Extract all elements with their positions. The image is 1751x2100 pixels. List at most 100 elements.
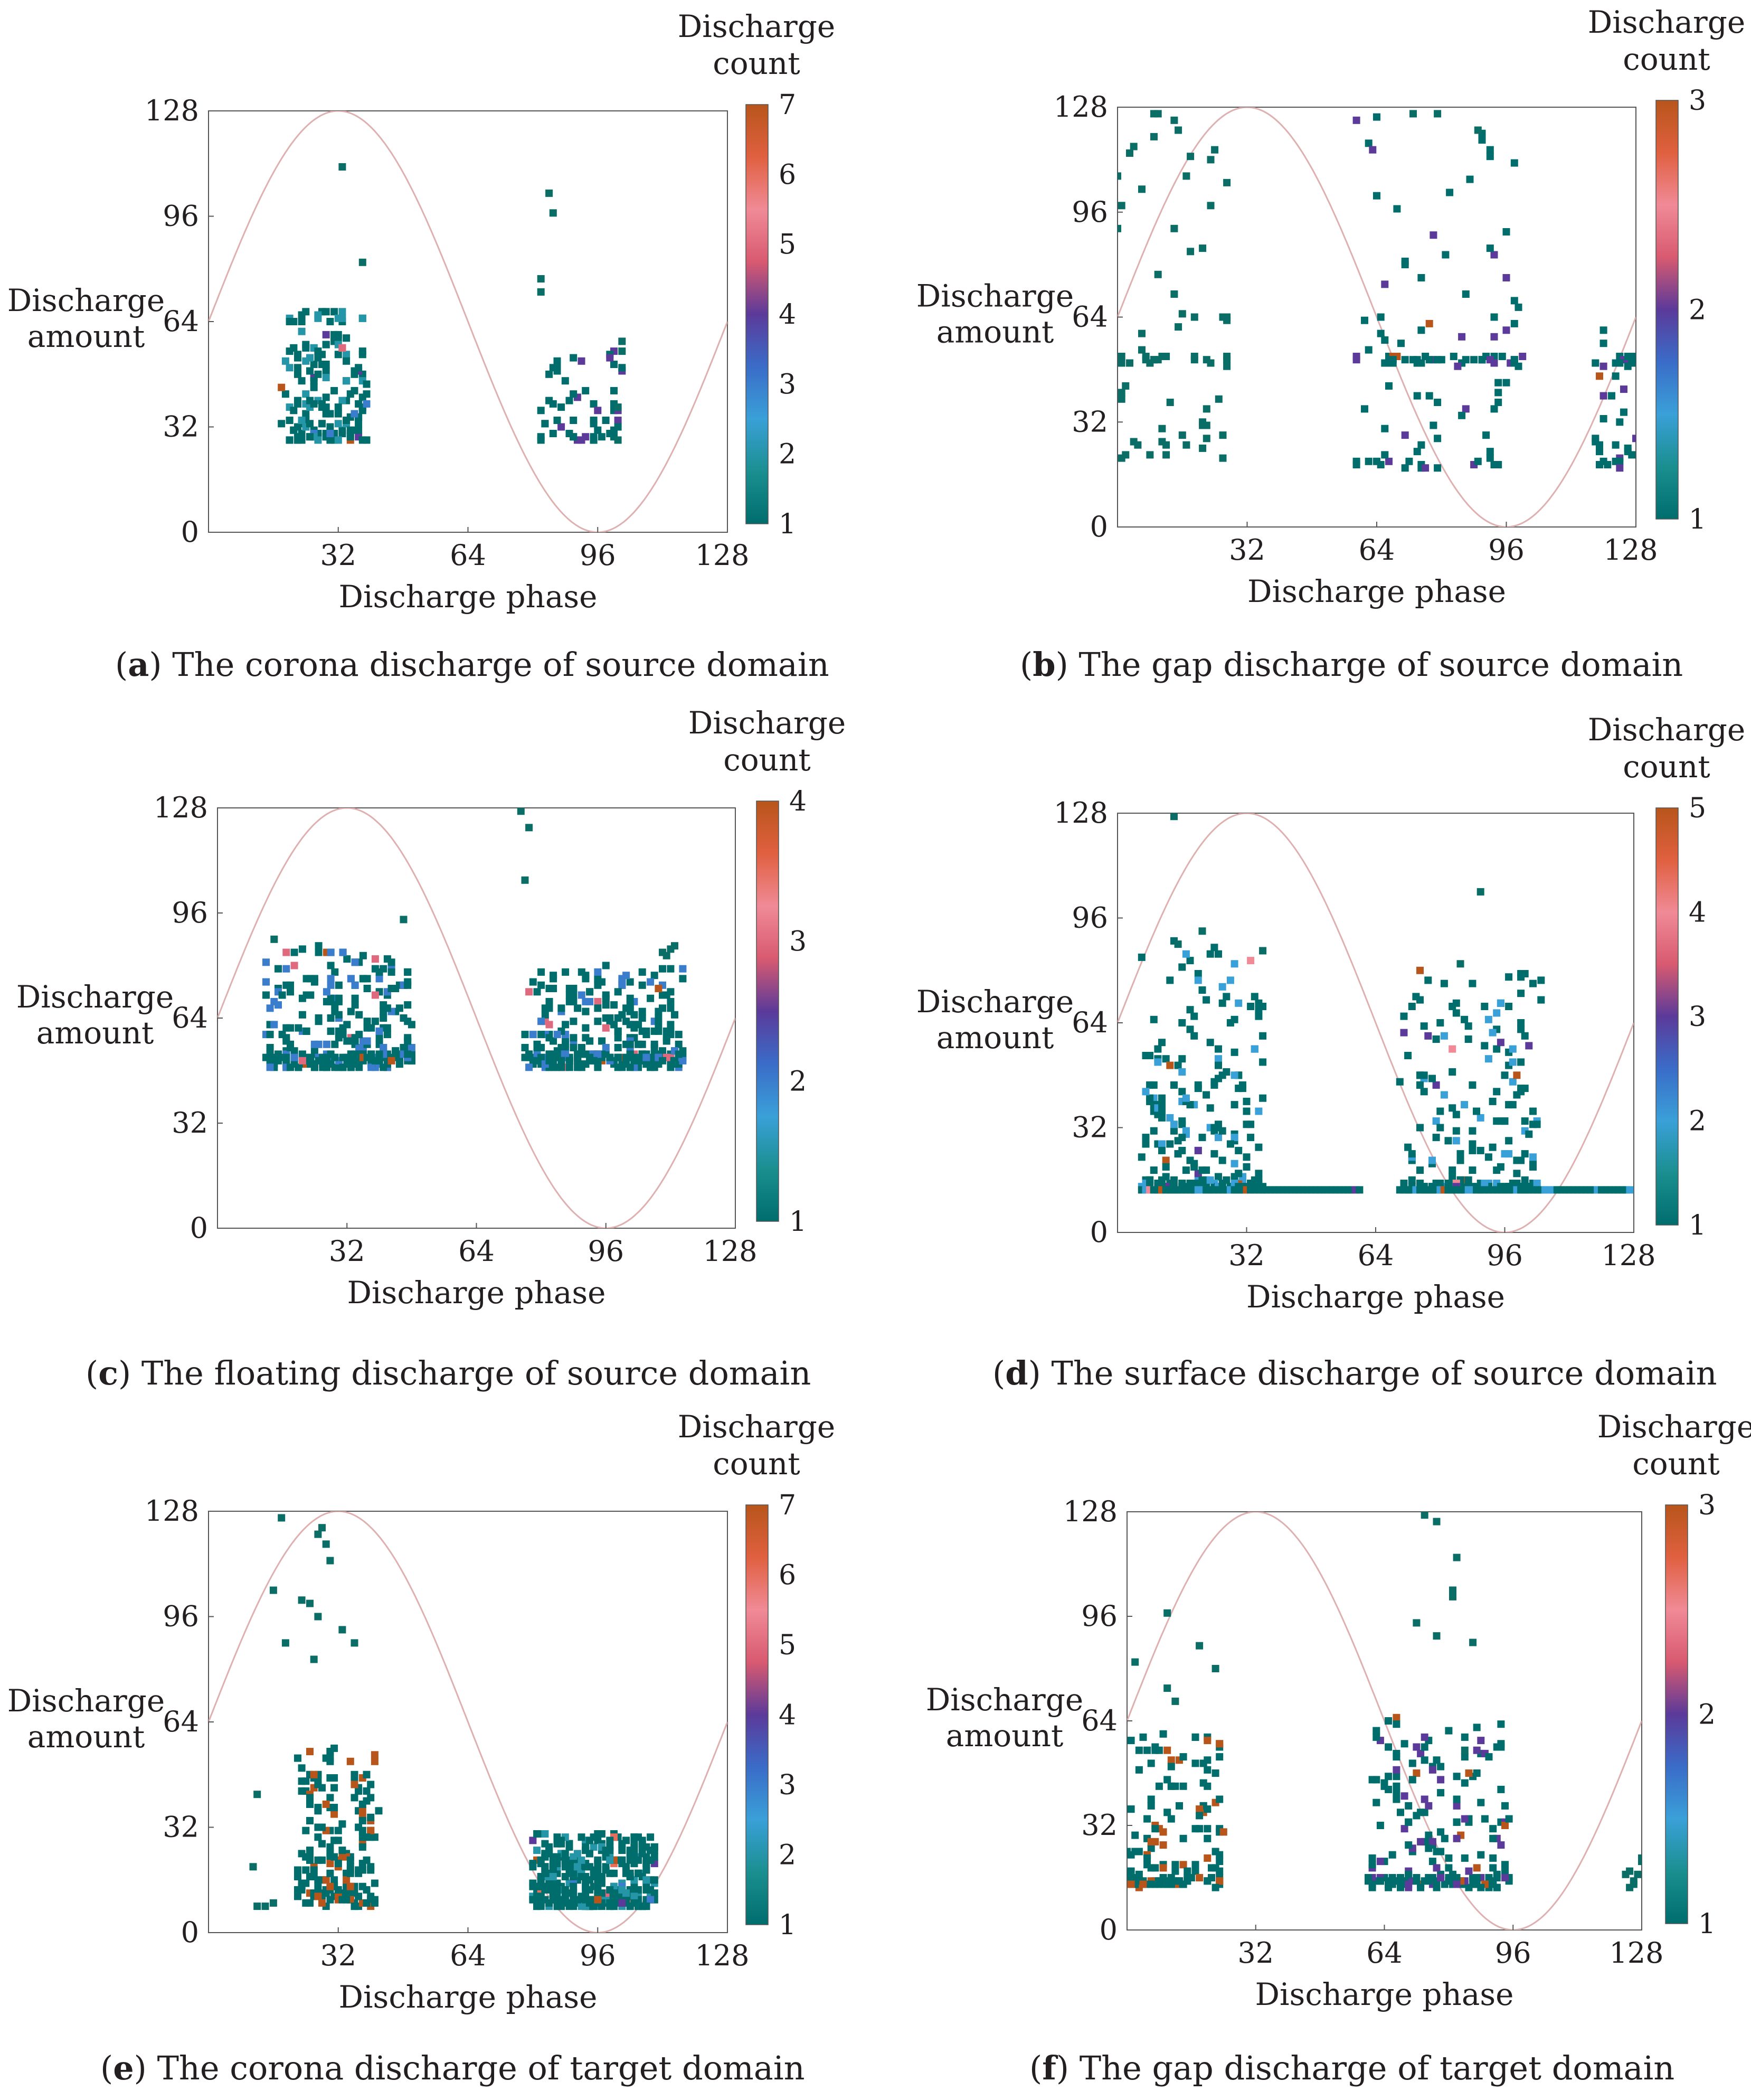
- data-point: [371, 991, 379, 999]
- data-point: [363, 1037, 371, 1045]
- data-point: [630, 1899, 638, 1907]
- data-point: [346, 433, 354, 441]
- data-point: [1400, 1825, 1408, 1833]
- data-point: [1405, 1802, 1413, 1810]
- data-point: [367, 1892, 375, 1900]
- data-point: [1147, 1759, 1155, 1767]
- data-point: [545, 370, 553, 378]
- caption-f-text: The gap discharge of target domain: [1079, 2049, 1675, 2087]
- data-point: [1223, 993, 1231, 1001]
- data-point: [533, 1847, 541, 1854]
- data-point: [1259, 1094, 1267, 1102]
- data-point: [286, 417, 294, 424]
- data-point: [387, 968, 395, 976]
- data-point: [298, 1764, 306, 1772]
- data-point: [1215, 950, 1222, 958]
- data-point: [1413, 1877, 1421, 1885]
- data-point: [322, 341, 330, 349]
- data-point: [343, 1021, 351, 1029]
- data-point: [302, 390, 310, 398]
- data-point: [343, 417, 351, 424]
- data-point: [1150, 1127, 1158, 1135]
- data-point: [359, 975, 367, 983]
- data-point: [557, 1004, 565, 1012]
- data-point: [334, 420, 342, 428]
- data-point: [334, 403, 342, 411]
- data-point: [1493, 1088, 1501, 1096]
- data-point: [1142, 1134, 1150, 1142]
- data-point: [1417, 359, 1425, 367]
- data-point: [1204, 1737, 1211, 1745]
- data-point: [334, 1886, 342, 1894]
- data-point: [318, 1840, 326, 1848]
- data-point: [655, 1021, 662, 1029]
- data-point: [346, 1856, 354, 1864]
- data-point: [290, 426, 298, 434]
- data-point: [1626, 1186, 1634, 1194]
- data-point: [1368, 1880, 1376, 1888]
- data-point: [314, 1807, 322, 1815]
- data-point: [1186, 1025, 1194, 1033]
- data-point: [1365, 139, 1373, 147]
- colorbar-tick-label: 4: [779, 1700, 796, 1731]
- data-point: [1405, 1870, 1413, 1878]
- data-point: [1537, 976, 1545, 984]
- x-tick-label: 64: [1366, 1936, 1403, 1970]
- y-tick-label: 0: [181, 1916, 199, 1949]
- data-point: [310, 1655, 318, 1663]
- data-point: [1243, 1163, 1251, 1171]
- data-point: [1159, 1828, 1167, 1836]
- data-point: [1231, 1160, 1238, 1167]
- data-point: [1510, 297, 1518, 305]
- data-point: [310, 1866, 318, 1874]
- data-point: [343, 377, 351, 385]
- data-point: [1171, 1867, 1179, 1875]
- data-point: [574, 1004, 582, 1012]
- data-point: [1456, 1156, 1464, 1164]
- data-point: [1474, 457, 1482, 465]
- data-point: [1175, 126, 1182, 134]
- data-point: [355, 1823, 363, 1831]
- colorbar-tick-label: 3: [789, 926, 807, 957]
- data-point: [1408, 1176, 1416, 1184]
- data-point: [1529, 980, 1537, 987]
- data-point: [545, 189, 553, 197]
- data-point: [335, 1011, 343, 1019]
- data-point: [622, 972, 630, 980]
- x-tick-label: 128: [695, 539, 749, 572]
- data-point: [351, 410, 358, 418]
- data-point: [380, 1001, 387, 1009]
- data-point: [1223, 316, 1231, 324]
- data-point: [618, 347, 626, 355]
- data-point: [1393, 1749, 1400, 1757]
- data-point: [565, 1063, 573, 1071]
- data-point: [1397, 340, 1405, 347]
- data-point: [1413, 1743, 1421, 1751]
- data-point: [306, 1748, 314, 1756]
- data-point: [1449, 1173, 1456, 1181]
- data-point: [1162, 1055, 1170, 1063]
- data-point: [1464, 1035, 1472, 1043]
- data-point: [1182, 950, 1190, 958]
- y-tick-label: 128: [1063, 1495, 1118, 1528]
- data-point: [1385, 1717, 1393, 1725]
- data-point: [570, 1869, 578, 1877]
- data-point: [290, 344, 298, 352]
- data-point: [1481, 1180, 1489, 1187]
- data-point: [1404, 1143, 1412, 1151]
- data-point: [253, 1791, 261, 1798]
- colorbar-title-line1: Discharge: [678, 1409, 835, 1445]
- data-point: [1368, 1854, 1376, 1862]
- data-point: [281, 1639, 289, 1647]
- data-point: [561, 1889, 569, 1897]
- data-point: [570, 1889, 578, 1897]
- data-point: [1599, 415, 1607, 422]
- data-point: [1501, 1071, 1509, 1079]
- data-point: [1158, 1114, 1166, 1122]
- data-point: [570, 991, 578, 999]
- data-point: [262, 991, 270, 999]
- data-point: [1186, 957, 1194, 965]
- data-point: [1158, 1039, 1166, 1047]
